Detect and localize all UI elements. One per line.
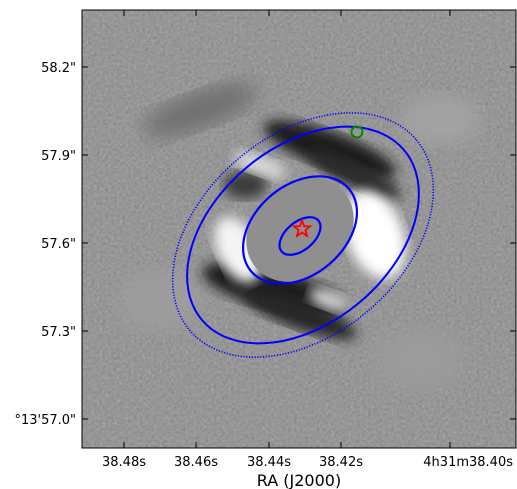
ellipse-mid: [241, 175, 359, 285]
x-tick-label: 38.48s: [102, 455, 146, 470]
ticks: [82, 10, 516, 448]
x-tick-label: 4h31m38.40s: [423, 455, 513, 470]
x-tick-label: 38.46s: [174, 455, 218, 470]
y-tick-label: 57.9": [41, 149, 76, 164]
residual-image: [82, 10, 516, 448]
green-circle-marker: [350, 125, 364, 139]
ellipse-outer-dotted: [171, 112, 435, 358]
central-mask: [246, 178, 354, 282]
ellipse-outer: [186, 125, 420, 345]
ellipse-contours: [171, 112, 435, 358]
y-tick-label: °13'57.0": [14, 413, 76, 428]
y-tick-label: 58.2": [41, 61, 76, 76]
x-tick-label: 38.42s: [319, 455, 363, 470]
x-tick-label: 38.44s: [247, 455, 291, 470]
y-tick-label: 57.3": [41, 325, 76, 340]
ellipse-inner: [278, 216, 322, 256]
axes-frame: [81, 9, 517, 449]
y-tick-label: 57.6": [41, 237, 76, 252]
x-axis-title: RA (J2000): [257, 471, 341, 489]
star-marker: [291, 217, 313, 238]
